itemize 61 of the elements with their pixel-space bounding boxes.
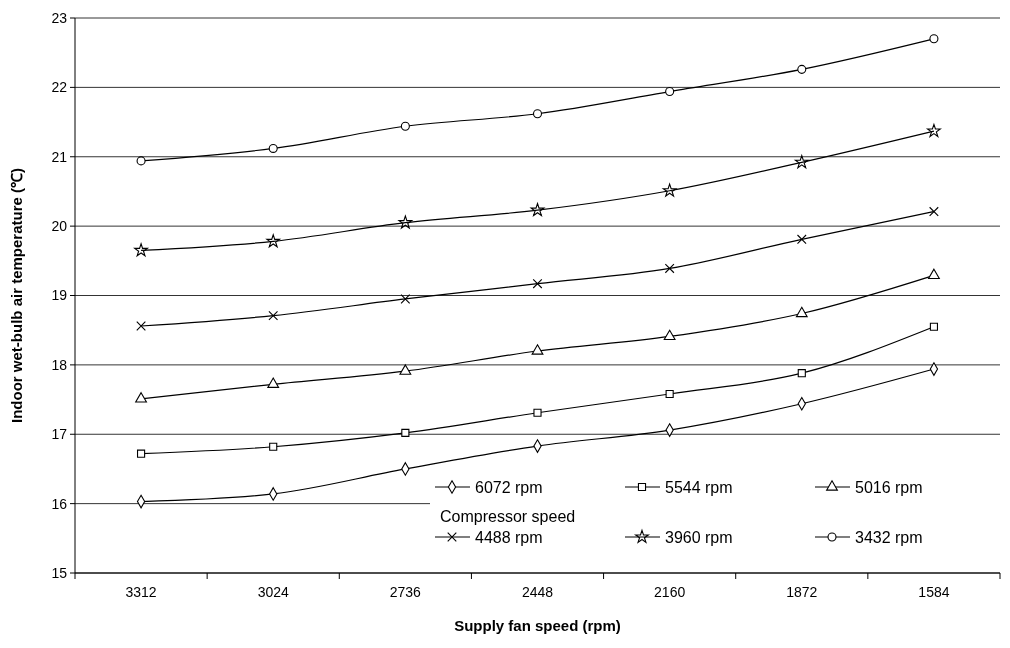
point <box>663 329 676 341</box>
point <box>665 87 675 97</box>
point <box>664 263 675 274</box>
legend-label: 4488 rpm <box>475 528 543 546</box>
point <box>136 321 146 331</box>
y-axis-title: Indoor wet-bulb air temperature (℃) <box>8 167 25 424</box>
x-tick-label: 2160 <box>654 584 686 600</box>
point <box>665 389 674 399</box>
point <box>530 202 545 217</box>
point <box>797 64 807 74</box>
y-tick-label: 18 <box>51 356 68 373</box>
point <box>662 183 677 197</box>
x-axis-title: Supply fan speed (rpm) <box>454 617 621 634</box>
point <box>269 442 278 451</box>
point <box>136 156 146 166</box>
point <box>400 121 410 131</box>
point <box>401 428 410 437</box>
point <box>400 294 411 304</box>
y-tick-label: 19 <box>51 287 68 304</box>
legend-label: 6072 rpm <box>475 478 543 496</box>
point <box>532 278 543 289</box>
y-tick-label: 23 <box>51 9 68 26</box>
point <box>135 392 147 403</box>
point <box>266 234 281 248</box>
x-tick-label: 3024 <box>257 584 289 600</box>
y-tick-label: 20 <box>51 218 68 235</box>
point <box>929 34 939 44</box>
y-tick-label: 21 <box>51 148 68 165</box>
x-tick-label: 1584 <box>918 584 950 600</box>
y-tick-label: 16 <box>51 495 68 512</box>
point <box>533 408 542 417</box>
y-tick-label: 17 <box>51 426 68 443</box>
point <box>797 369 806 378</box>
x-tick-label: 1872 <box>786 584 818 600</box>
point <box>267 377 280 388</box>
point <box>929 322 939 331</box>
y-tick-label: 15 <box>51 564 68 581</box>
point <box>795 306 808 318</box>
legend-label: 5544 rpm <box>665 478 733 496</box>
legend-label: 3960 rpm <box>665 528 733 546</box>
point <box>929 362 939 376</box>
point <box>927 123 941 138</box>
legend-title: Compressor speed <box>440 507 576 525</box>
point <box>268 143 278 153</box>
x-tick-label: 3312 <box>125 584 157 600</box>
point <box>532 109 543 119</box>
x-tick-label: 2448 <box>521 584 554 600</box>
x-tick-label: 2736 <box>389 584 422 600</box>
point <box>928 268 940 280</box>
point <box>794 155 809 169</box>
point <box>929 206 939 217</box>
point <box>134 243 148 257</box>
point <box>531 344 544 355</box>
point <box>136 449 146 458</box>
y-tick-label: 22 <box>51 79 68 96</box>
point <box>268 310 279 321</box>
point <box>399 364 412 375</box>
legend-label: 5016 rpm <box>855 478 923 496</box>
legend-label: 3432 rpm <box>855 528 923 546</box>
point <box>796 234 807 245</box>
point <box>398 215 413 229</box>
